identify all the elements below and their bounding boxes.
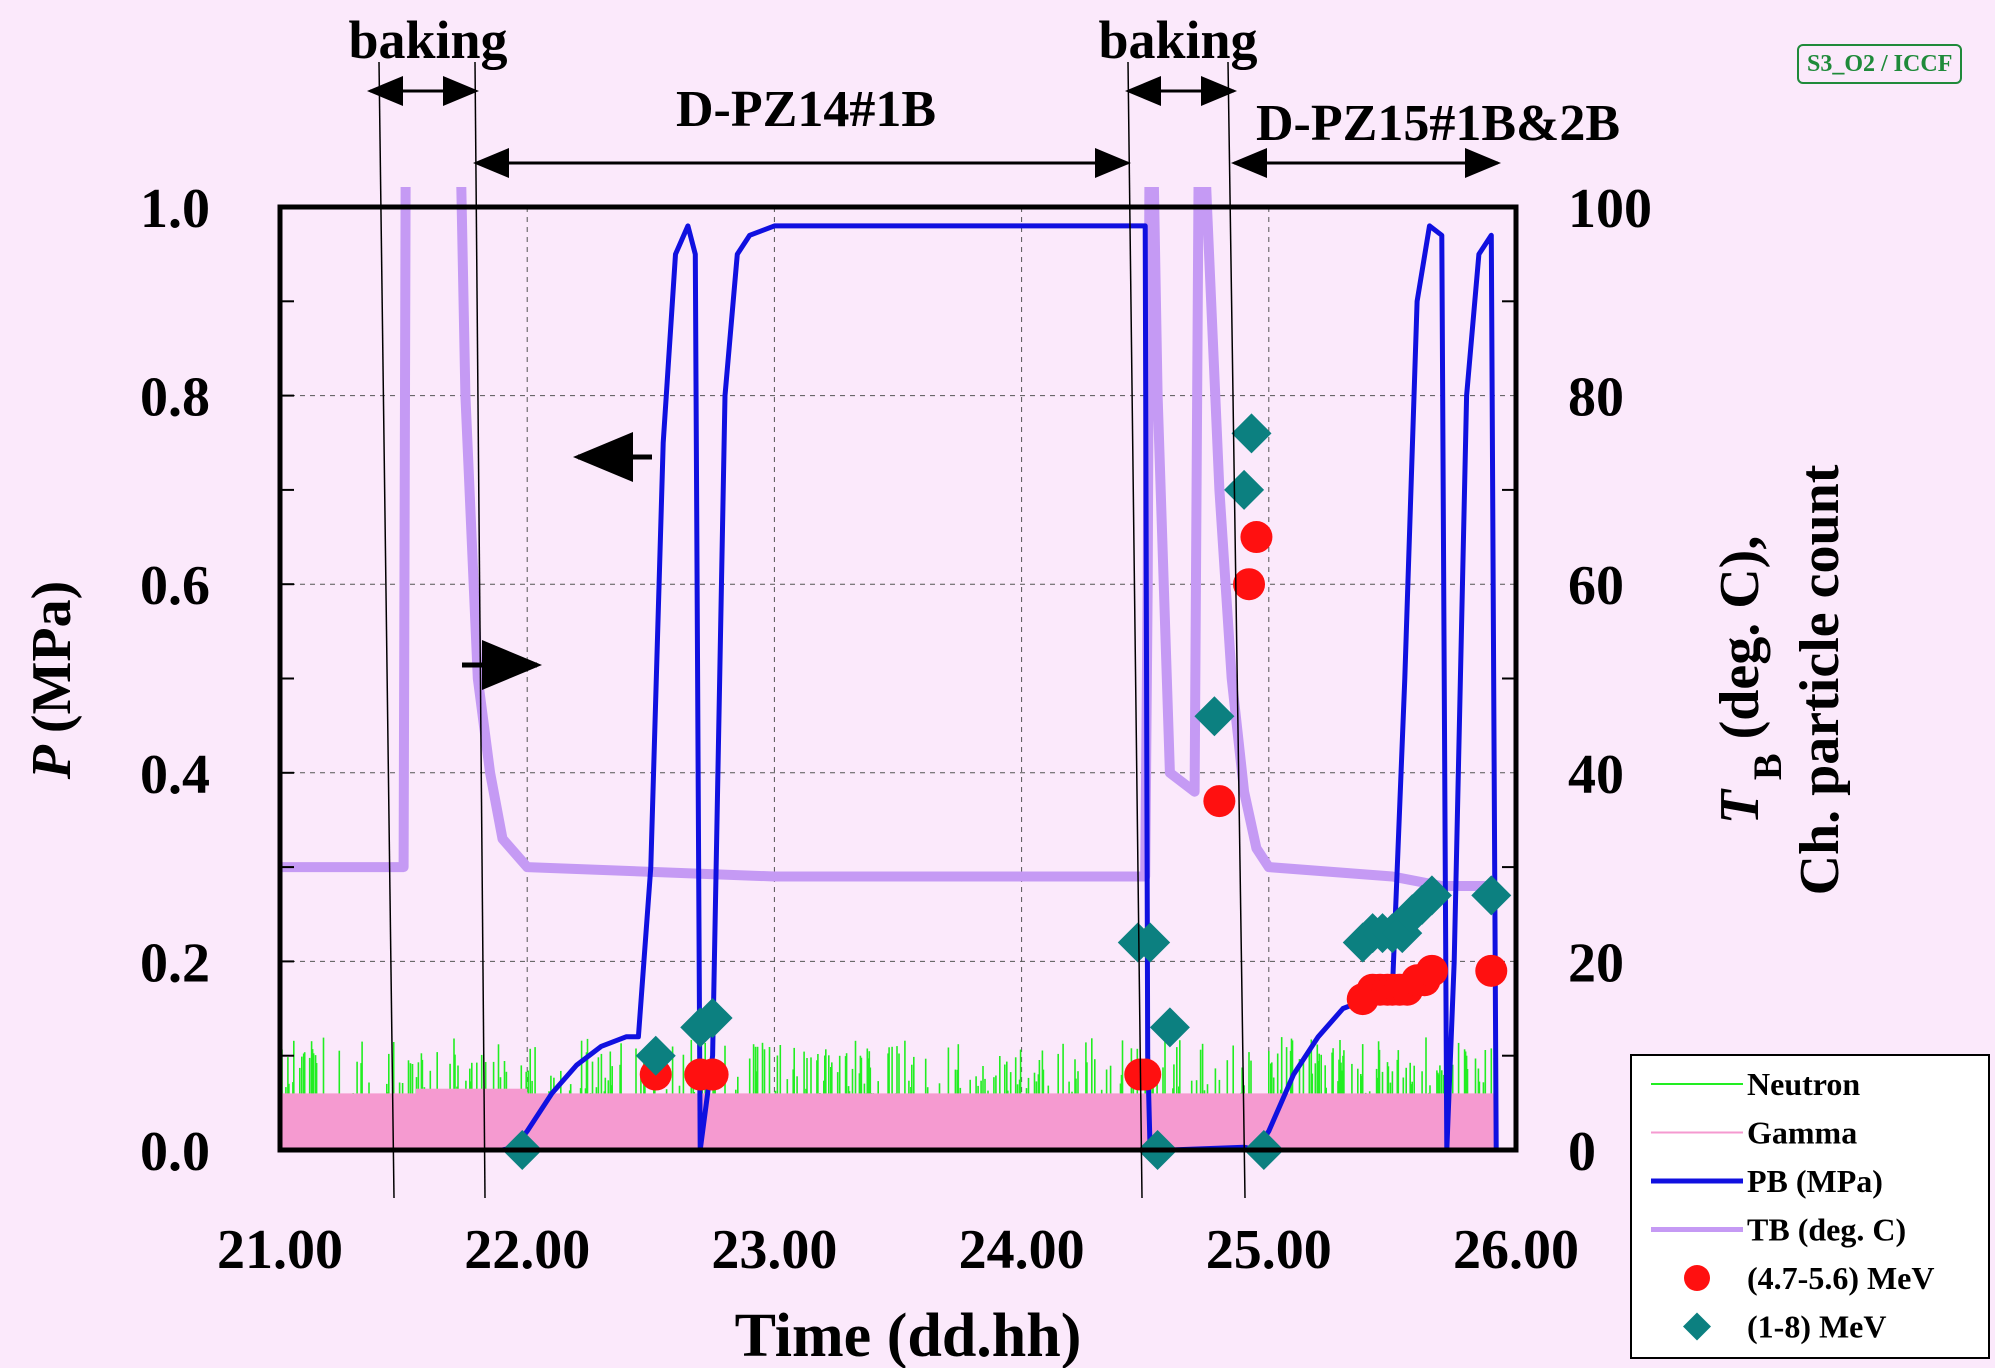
annotations: baking baking D-PZ14#1B D-PZ15#1B&2B (348, 10, 1620, 1199)
y-right-tick-label: 80 (1568, 367, 1624, 429)
point-diamond (635, 1035, 676, 1076)
run-2-start-marker (1227, 61, 1246, 1199)
x-tick-label: 22.00 (464, 1219, 590, 1281)
x-tick-label: 24.00 (959, 1219, 1085, 1281)
x-tick-label: 25.00 (1206, 1219, 1332, 1281)
y-left-axis-title: P (MPa) (21, 581, 83, 781)
x-axis-title: Time (dd.hh) (735, 1302, 1082, 1368)
legend: Neutron Gamma PB (MPa) TB (deg. C) (4.7-5.6)… (1630, 1054, 1990, 1359)
run-1-end-marker (1127, 61, 1143, 1199)
legend-label: Neutron (1747, 1066, 1860, 1102)
y-left-tick-label: 0.6 (140, 555, 210, 617)
y-right-tick-label: 100 (1568, 178, 1652, 240)
slide-tag: S3_O2 / ICCF (1797, 44, 1963, 84)
series-gamma-band (280, 1093, 1497, 1150)
y-left-tick-label: 0.4 (140, 744, 210, 806)
point-diamond (1130, 922, 1171, 963)
baking-1-start-marker (378, 61, 395, 1199)
annotation-baking-1: baking (348, 10, 507, 70)
annotation-baking-2: baking (1098, 10, 1257, 70)
point-diamond (1411, 875, 1452, 916)
point-circle (1203, 785, 1236, 818)
y-right-axis-title: T B (deg. C), (1709, 536, 1790, 825)
series-gamma-band-bump (415, 1088, 528, 1122)
y-left-tick-label: 1.0 (140, 178, 210, 240)
annotation-run-2: D-PZ15#1B&2B (1256, 95, 1620, 152)
annotation-run-1: D-PZ14#1B (676, 81, 936, 138)
point-circle (696, 1058, 729, 1091)
y-right-tick-label: 20 (1568, 932, 1624, 994)
legend-box (1630, 1054, 1990, 1359)
legend-label: (1-8) MeV (1747, 1309, 1886, 1345)
legend-label: TB (deg. C) (1747, 1212, 1906, 1248)
x-tick-label: 26.00 (1453, 1219, 1579, 1281)
point-diamond (692, 997, 733, 1038)
point-circle (1233, 568, 1266, 601)
legend-swatch (1683, 1312, 1711, 1341)
point-circle (1415, 954, 1448, 987)
y-left-tick-label: 0.0 (140, 1121, 210, 1183)
legend-label: Gamma (1747, 1115, 1857, 1151)
point-circle (1475, 954, 1508, 987)
point-diamond (1471, 875, 1512, 916)
y-left-tick-label: 0.8 (140, 367, 210, 429)
y-right-tick-label: 0 (1568, 1121, 1596, 1183)
series-pb-line (280, 223, 1499, 1153)
y-right-tick-label: 40 (1568, 744, 1624, 806)
series-charged-4-7-5-6-mev (639, 521, 1508, 1091)
y-right-tick-label: 60 (1568, 555, 1624, 617)
x-tick-label: 23.00 (711, 1219, 837, 1281)
axes: 21.00 22.00 23.00 24.00 25.00 26.00 0.0 0.2 0.4 0… (21, 178, 1851, 1368)
legend-label: (4.7-5.6) MeV (1747, 1260, 1934, 1296)
point-circle (1129, 1058, 1162, 1091)
point-diamond (1149, 1007, 1190, 1048)
y-left-tick-label: 0.2 (140, 932, 210, 994)
point-circle (1240, 521, 1273, 554)
run-1-start-marker (474, 61, 486, 1199)
series-layer (279, 187, 1512, 1170)
point-diamond (1194, 696, 1235, 737)
y-right-axis-title-line2: Ch. particle count (1789, 464, 1851, 895)
point-diamond (680, 1007, 721, 1048)
x-tick-label: 21.00 (217, 1219, 343, 1281)
point-diamond (1231, 413, 1272, 454)
legend-label: PB (MPa) (1747, 1163, 1883, 1199)
legend-swatch (1684, 1265, 1710, 1291)
